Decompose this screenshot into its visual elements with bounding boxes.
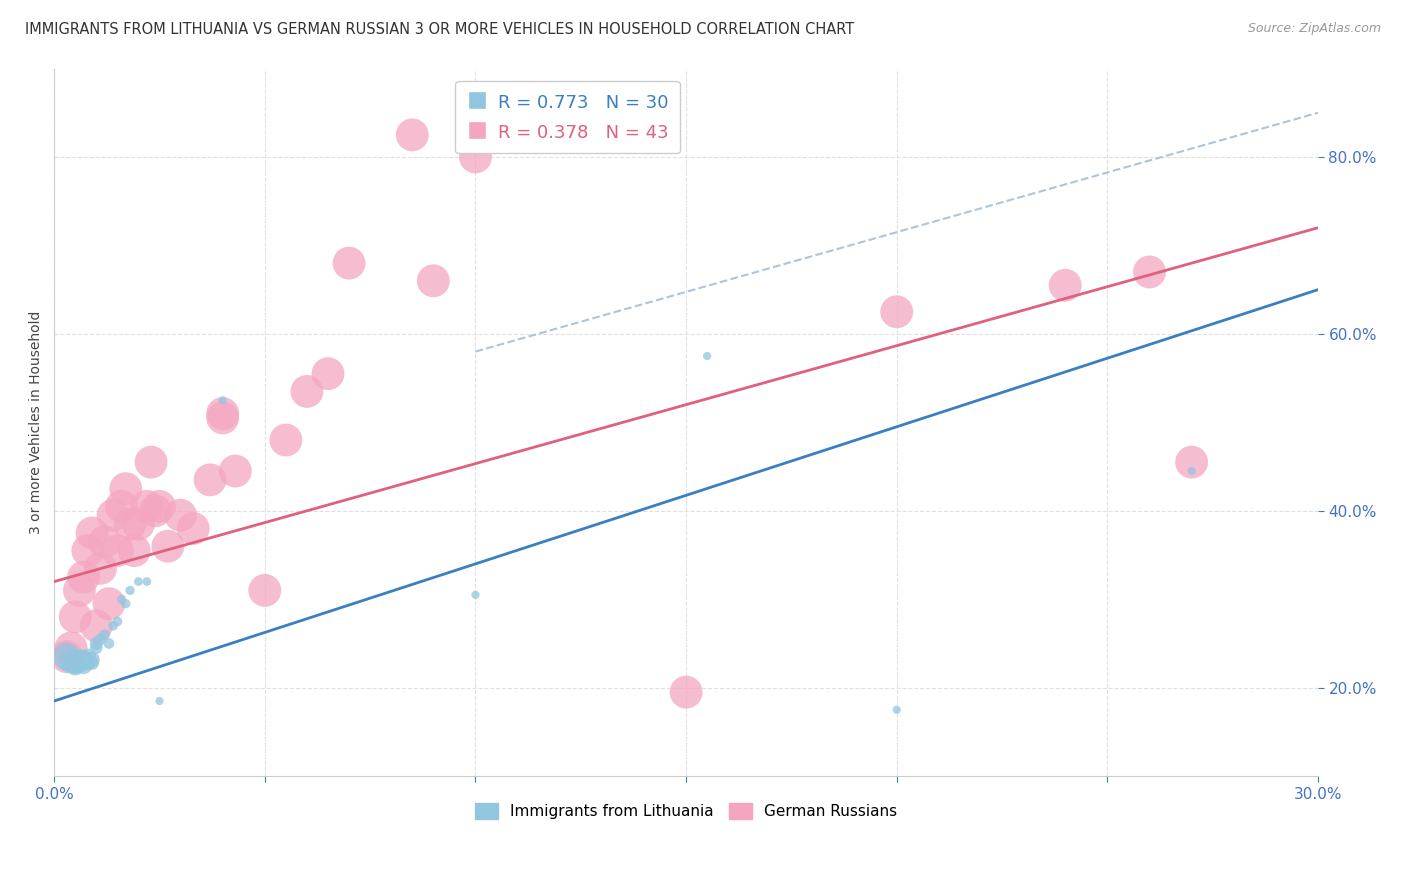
Point bbox=[101, 619, 124, 633]
Point bbox=[101, 508, 124, 523]
Point bbox=[401, 128, 423, 142]
Point bbox=[139, 455, 162, 469]
Point bbox=[84, 619, 107, 633]
Point bbox=[143, 504, 166, 518]
Point bbox=[886, 703, 908, 717]
Point bbox=[110, 592, 132, 607]
Point bbox=[886, 305, 908, 319]
Point bbox=[80, 656, 103, 670]
Point bbox=[211, 393, 233, 408]
Point bbox=[56, 649, 79, 664]
Point bbox=[169, 508, 191, 523]
Point bbox=[1181, 455, 1204, 469]
Point bbox=[69, 656, 91, 670]
Point bbox=[675, 685, 697, 699]
Point bbox=[69, 652, 91, 666]
Point bbox=[198, 473, 221, 487]
Point bbox=[110, 500, 132, 514]
Point bbox=[122, 543, 145, 558]
Point bbox=[93, 534, 115, 549]
Point bbox=[56, 649, 79, 664]
Point bbox=[73, 570, 96, 584]
Y-axis label: 3 or more Vehicles in Household: 3 or more Vehicles in Household bbox=[30, 310, 44, 534]
Point bbox=[76, 656, 98, 670]
Point bbox=[65, 658, 87, 673]
Point bbox=[135, 500, 157, 514]
Point bbox=[97, 636, 120, 650]
Point bbox=[114, 482, 136, 496]
Point bbox=[464, 588, 486, 602]
Text: IMMIGRANTS FROM LITHUANIA VS GERMAN RUSSIAN 3 OR MORE VEHICLES IN HOUSEHOLD CORR: IMMIGRANTS FROM LITHUANIA VS GERMAN RUSS… bbox=[25, 22, 855, 37]
Point bbox=[148, 500, 170, 514]
Point bbox=[118, 517, 141, 532]
Point bbox=[80, 525, 103, 540]
Point bbox=[1054, 278, 1077, 293]
Point bbox=[135, 574, 157, 589]
Point bbox=[181, 521, 204, 535]
Point bbox=[548, 101, 571, 115]
Point bbox=[69, 583, 91, 598]
Point bbox=[316, 367, 339, 381]
Point bbox=[105, 543, 128, 558]
Point bbox=[76, 649, 98, 664]
Point bbox=[127, 574, 149, 589]
Point bbox=[118, 583, 141, 598]
Point bbox=[127, 517, 149, 532]
Point bbox=[295, 384, 318, 399]
Text: Source: ZipAtlas.com: Source: ZipAtlas.com bbox=[1247, 22, 1381, 36]
Point bbox=[80, 652, 103, 666]
Point bbox=[65, 610, 87, 624]
Point bbox=[65, 656, 87, 670]
Point bbox=[89, 561, 111, 575]
Point bbox=[76, 543, 98, 558]
Point bbox=[73, 652, 96, 666]
Point bbox=[60, 654, 83, 668]
Point bbox=[253, 583, 276, 598]
Point bbox=[93, 627, 115, 641]
Point bbox=[696, 349, 718, 363]
Point bbox=[148, 694, 170, 708]
Point bbox=[105, 615, 128, 629]
Point bbox=[464, 150, 486, 164]
Point bbox=[84, 636, 107, 650]
Point bbox=[1181, 464, 1204, 478]
Point bbox=[224, 464, 246, 478]
Point bbox=[422, 274, 444, 288]
Point bbox=[89, 632, 111, 646]
Point bbox=[156, 539, 179, 553]
Point bbox=[84, 640, 107, 655]
Point bbox=[73, 658, 96, 673]
Point bbox=[1139, 265, 1161, 279]
Point bbox=[60, 640, 83, 655]
Point bbox=[97, 597, 120, 611]
Point bbox=[337, 256, 360, 270]
Legend: Immigrants from Lithuania, German Russians: Immigrants from Lithuania, German Russia… bbox=[468, 797, 904, 825]
Point bbox=[211, 411, 233, 425]
Point bbox=[211, 407, 233, 421]
Point bbox=[274, 433, 297, 447]
Point bbox=[114, 597, 136, 611]
